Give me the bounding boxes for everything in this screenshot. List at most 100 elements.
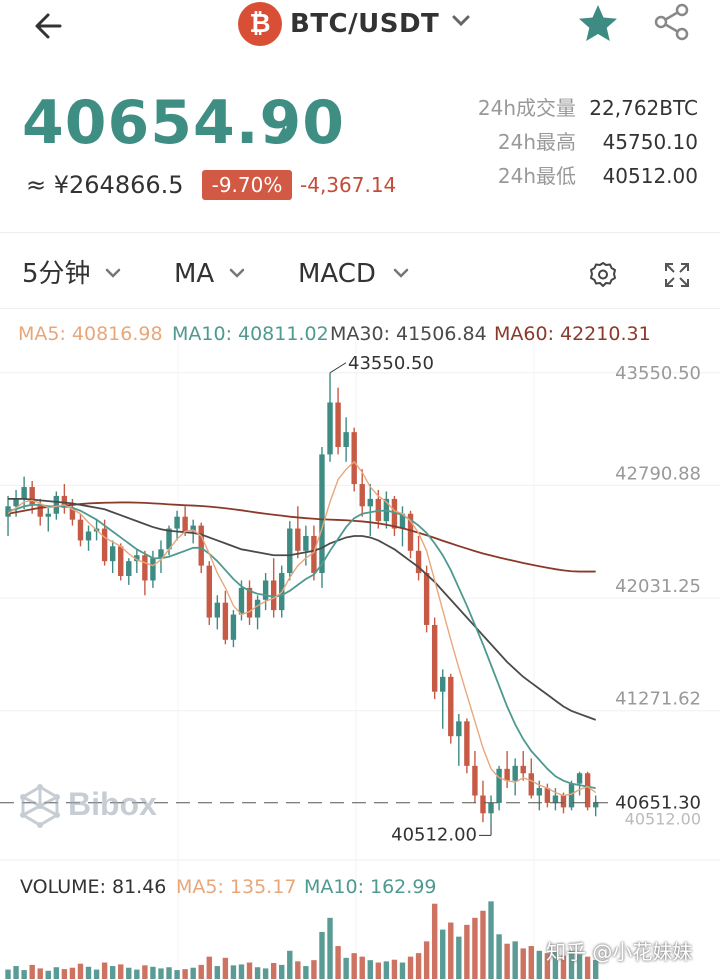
interval-selector[interactable]: 5分钟 bbox=[22, 259, 91, 289]
volume-bar bbox=[528, 946, 534, 979]
candle-body bbox=[407, 513, 414, 551]
chevron-down-icon[interactable] bbox=[104, 264, 122, 282]
fullscreen-icon[interactable] bbox=[662, 260, 692, 290]
favorite-star-icon[interactable] bbox=[576, 2, 620, 46]
volume-bar bbox=[295, 961, 301, 979]
stat-volume-value: 22,762BTC bbox=[589, 96, 698, 120]
candle-body bbox=[343, 432, 349, 447]
candle-body bbox=[536, 788, 543, 796]
ma5-line bbox=[7, 460, 597, 797]
y-axis-tick: 42790.88 bbox=[615, 463, 701, 484]
volume-bar bbox=[431, 903, 438, 979]
volume-bar bbox=[166, 967, 172, 979]
trading-pair-title[interactable]: BTC/USDT bbox=[290, 9, 440, 39]
candle-body bbox=[568, 783, 575, 808]
candle-body bbox=[206, 565, 212, 618]
volume-bar bbox=[504, 943, 510, 979]
chevron-down-icon[interactable] bbox=[392, 264, 410, 282]
candle-body bbox=[21, 487, 27, 499]
candle-body bbox=[488, 802, 494, 814]
ma60-legend: MA60: 42210.31 bbox=[494, 323, 651, 345]
candle-body bbox=[150, 558, 156, 581]
candle-body bbox=[158, 549, 164, 559]
candle-body bbox=[85, 531, 92, 541]
chevron-down-icon[interactable] bbox=[450, 10, 472, 32]
volume-bar bbox=[222, 957, 229, 979]
volume-bar bbox=[270, 963, 277, 979]
candle-body bbox=[109, 546, 116, 562]
stat-volume-label: 24h成交量 bbox=[477, 96, 576, 120]
volume-bar bbox=[126, 967, 132, 979]
volume-bar bbox=[246, 962, 253, 979]
candle-body bbox=[335, 402, 341, 447]
volume-bar bbox=[230, 965, 237, 979]
volume-ma5-legend: MA5: 135.17 bbox=[176, 876, 297, 898]
candle-body bbox=[576, 773, 583, 784]
volume-bar bbox=[456, 936, 462, 979]
candle-body bbox=[423, 573, 430, 625]
chart-labels: 43550.50 42790.88 42031.25 41271.62 43550.50… bbox=[0, 353, 708, 845]
candle-body bbox=[101, 528, 108, 562]
volume-bar bbox=[279, 964, 285, 979]
candle-body bbox=[230, 614, 237, 640]
candle-body bbox=[391, 498, 398, 529]
chevron-down-icon[interactable] bbox=[228, 264, 246, 282]
candle-body bbox=[552, 795, 559, 803]
volume-bar bbox=[383, 961, 390, 979]
back-arrow-icon[interactable] bbox=[30, 6, 74, 46]
current-price-tag bbox=[612, 790, 708, 815]
low-price-label: 40512.00 bbox=[391, 824, 477, 845]
ma5-legend: MA5: 40816.98 bbox=[18, 323, 163, 345]
volume-bar bbox=[496, 934, 502, 979]
candle-body bbox=[480, 795, 486, 814]
candle-body bbox=[45, 513, 51, 517]
volume-bar bbox=[335, 946, 341, 979]
ma30-legend: MA30: 41506.84 bbox=[330, 323, 487, 345]
volume-bar bbox=[415, 953, 422, 979]
bitcoin-logo-icon: ₿ bbox=[238, 2, 282, 46]
stat-high-value: 45750.10 bbox=[602, 130, 698, 154]
volume-bar bbox=[351, 953, 357, 979]
candle-body bbox=[142, 555, 148, 581]
candle-body bbox=[13, 498, 19, 507]
sub-indicator-selector[interactable]: MACD bbox=[298, 259, 376, 289]
volume-bar bbox=[367, 960, 373, 979]
up-triangle-icon bbox=[276, 124, 292, 138]
volume-bar bbox=[45, 970, 51, 979]
volume-bar bbox=[190, 967, 196, 979]
volume-bar bbox=[311, 960, 317, 979]
ma10-line bbox=[7, 503, 596, 789]
change-amount: -4,367.14 bbox=[300, 173, 397, 197]
volume-bar bbox=[327, 917, 333, 979]
volume-bar bbox=[488, 901, 494, 979]
candle-body bbox=[246, 587, 253, 618]
candle-body bbox=[118, 546, 124, 577]
volume-bar bbox=[319, 931, 325, 979]
current-price-label: 40651.30 bbox=[615, 793, 701, 814]
volume-bar bbox=[118, 964, 124, 979]
candle-body bbox=[311, 535, 317, 574]
chart-grid bbox=[0, 340, 720, 979]
volume-bar bbox=[472, 917, 478, 979]
share-icon[interactable] bbox=[652, 2, 692, 42]
volume-bar bbox=[21, 970, 27, 979]
candle-body bbox=[37, 504, 43, 517]
candle-body bbox=[440, 676, 446, 692]
candle-body bbox=[431, 624, 438, 692]
candlestick-chart[interactable]: 43550.50 42790.88 42031.25 41271.62 43550.50… bbox=[0, 340, 720, 979]
candle-body bbox=[504, 768, 510, 781]
volume-bar bbox=[254, 967, 261, 979]
volume-bar bbox=[375, 962, 382, 979]
stat-low-label: 24h最低 bbox=[497, 164, 576, 188]
volume-bar bbox=[464, 924, 470, 979]
candle-body bbox=[520, 765, 526, 774]
settings-gear-icon[interactable] bbox=[588, 260, 618, 290]
candle-body bbox=[77, 519, 84, 541]
candle-body bbox=[319, 454, 325, 574]
volume-bar bbox=[423, 941, 430, 979]
volume-bar bbox=[53, 967, 60, 979]
candle-body bbox=[496, 768, 502, 803]
main-indicator-selector[interactable]: MA bbox=[174, 259, 215, 289]
volume-bars bbox=[5, 901, 599, 979]
volume-bar bbox=[134, 969, 140, 979]
